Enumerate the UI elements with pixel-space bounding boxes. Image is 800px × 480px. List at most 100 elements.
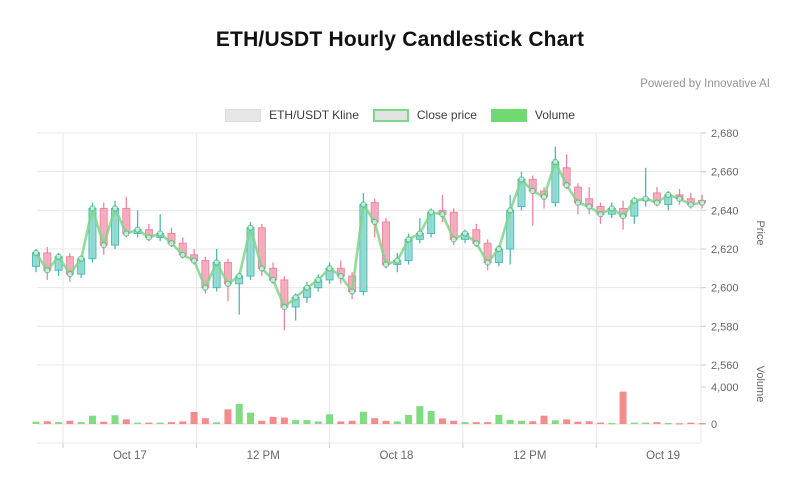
axis-tick-label: 2,580 (711, 321, 739, 333)
close-price-marker (32, 249, 40, 257)
volume-bar[interactable] (269, 416, 277, 424)
volume-bar[interactable] (145, 422, 153, 424)
close-price-marker (405, 236, 412, 243)
volume-bar[interactable] (653, 422, 661, 424)
volume-bar[interactable] (43, 421, 51, 424)
close-price-marker (236, 272, 243, 280)
volume-bar[interactable] (156, 422, 164, 424)
close-price-marker (574, 199, 582, 206)
volume-bar[interactable] (134, 422, 142, 424)
volume-bar[interactable] (551, 420, 559, 424)
close-price-marker (326, 265, 333, 272)
close-price-marker (631, 197, 638, 204)
volume-bar[interactable] (563, 419, 571, 424)
close-price-marker (360, 201, 367, 208)
volume-bar[interactable] (540, 415, 548, 424)
volume-bar[interactable] (484, 422, 492, 424)
close-price-marker (473, 239, 480, 247)
volume-bar[interactable] (66, 420, 74, 424)
close-price-marker (258, 265, 265, 272)
close-price-line[interactable] (34, 160, 703, 309)
volume-bar[interactable] (664, 423, 672, 425)
volume-bar[interactable] (461, 422, 469, 424)
volume-bar[interactable] (585, 421, 593, 424)
volume-bar[interactable] (495, 414, 503, 424)
legend-item-close-price[interactable]: Close price (372, 108, 477, 122)
volume-bar[interactable] (427, 411, 435, 424)
volume-bar[interactable] (213, 422, 221, 424)
close-price-marker (315, 276, 322, 284)
volume-bar[interactable] (337, 421, 345, 424)
volume-bar[interactable] (88, 415, 96, 424)
volume-bar[interactable] (405, 414, 413, 424)
volume-bar[interactable] (258, 420, 266, 424)
volume-bar[interactable] (597, 422, 604, 424)
close-price-marker (416, 230, 424, 237)
powered-by-label: Powered by Innovative AI (640, 78, 770, 90)
volume-bar[interactable] (450, 420, 458, 424)
volume-bar[interactable] (630, 422, 638, 424)
volume-bar[interactable] (687, 422, 695, 424)
close-price-marker (529, 187, 536, 195)
volume-bar[interactable] (167, 422, 175, 424)
close-price-marker (213, 259, 220, 266)
volume-bar[interactable] (32, 421, 40, 424)
close-price-marker (190, 257, 198, 264)
axis-tick-label: 0 (711, 419, 717, 431)
volume-bar[interactable] (529, 421, 537, 424)
volume-bar[interactable] (416, 406, 424, 424)
volume-bar[interactable] (676, 423, 684, 425)
volume-bar[interactable] (619, 391, 627, 424)
volume-bar[interactable] (122, 419, 130, 424)
volume-bar[interactable] (247, 412, 255, 424)
close-price-marker (698, 199, 706, 206)
legend-item-volume[interactable]: Volume (490, 108, 575, 122)
volume-bar[interactable] (111, 415, 119, 424)
volume-bar[interactable] (292, 420, 300, 424)
volume-bar[interactable] (55, 422, 63, 424)
close-price-marker (394, 257, 401, 264)
close-price-marker (687, 201, 695, 208)
close-price-marker (44, 267, 51, 274)
axis-tick-label: Oct 18 (380, 450, 414, 462)
volume-bar[interactable] (438, 418, 446, 424)
volume-bar[interactable] (100, 421, 108, 424)
volume-bar[interactable] (472, 422, 480, 424)
close-price-marker (619, 212, 627, 220)
volume-bar[interactable] (77, 422, 85, 424)
volume-bar[interactable] (303, 420, 311, 424)
close-price-marker (66, 270, 74, 278)
volume-bar[interactable] (371, 418, 379, 424)
axis-tick-label: 2,640 (711, 205, 739, 217)
volume-bar[interactable] (190, 411, 198, 424)
volume-bar[interactable] (506, 419, 514, 424)
volume-bar[interactable] (382, 420, 390, 424)
close-price-marker (597, 210, 604, 218)
close-price-marker (518, 176, 525, 183)
volume-bar[interactable] (280, 417, 288, 424)
volume-bar[interactable] (359, 411, 367, 424)
volume-bar[interactable] (326, 414, 334, 424)
close-price-marker (111, 205, 119, 212)
volume-bar[interactable] (698, 423, 706, 425)
volume-bar[interactable] (517, 420, 525, 424)
close-price-marker (100, 241, 107, 249)
volume-bar[interactable] (642, 422, 650, 424)
close-price-marker (247, 224, 254, 231)
volume-bar[interactable] (201, 418, 209, 424)
close-price-marker (179, 251, 186, 258)
volume-bar[interactable] (314, 421, 322, 424)
close-price-marker (450, 236, 457, 243)
volume-bar[interactable] (224, 409, 232, 424)
close-price-marker (427, 209, 435, 216)
volume-bar[interactable] (348, 420, 356, 424)
volume-bar[interactable] (393, 421, 401, 424)
volume-bar[interactable] (574, 421, 582, 424)
legend-item-kline[interactable]: ETH/USDT Kline (225, 108, 359, 122)
volume-bar[interactable] (179, 421, 187, 424)
volume-bar[interactable] (235, 403, 243, 424)
close-price-marker (168, 239, 175, 247)
volume-bar[interactable] (608, 423, 616, 425)
